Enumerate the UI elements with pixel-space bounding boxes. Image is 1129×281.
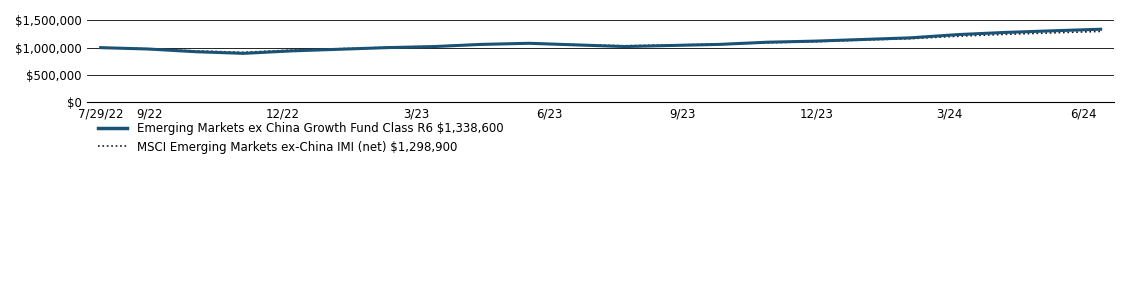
Legend: Emerging Markets ex China Growth Fund Class R6 $1,338,600, MSCI Emerging Markets: Emerging Markets ex China Growth Fund Cl… (94, 117, 508, 159)
